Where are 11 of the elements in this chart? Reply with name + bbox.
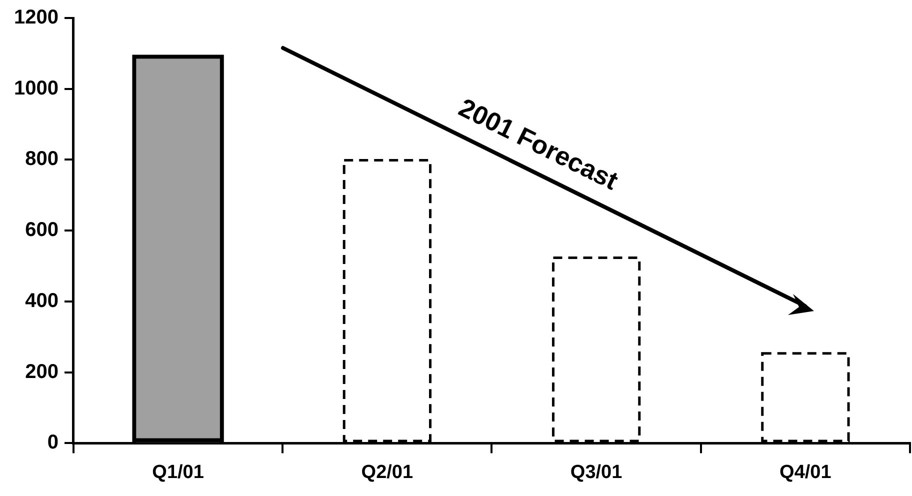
- y-tick-label: 0: [47, 432, 58, 454]
- y-tick-label: 600: [25, 219, 58, 242]
- y-tick-label: 1200: [14, 6, 58, 29]
- y-tick-label: 400: [25, 290, 58, 312]
- y-tick-label: 800: [25, 148, 58, 170]
- x-tick-label: Q4/01: [780, 462, 832, 483]
- x-tick-label: Q3/01: [570, 462, 623, 483]
- y-tick-label: 200: [25, 360, 58, 383]
- y-tick-label: 1000: [14, 77, 58, 100]
- x-tick-label: Q2/01: [361, 462, 414, 483]
- x-tick-label: Q1/01: [152, 462, 204, 483]
